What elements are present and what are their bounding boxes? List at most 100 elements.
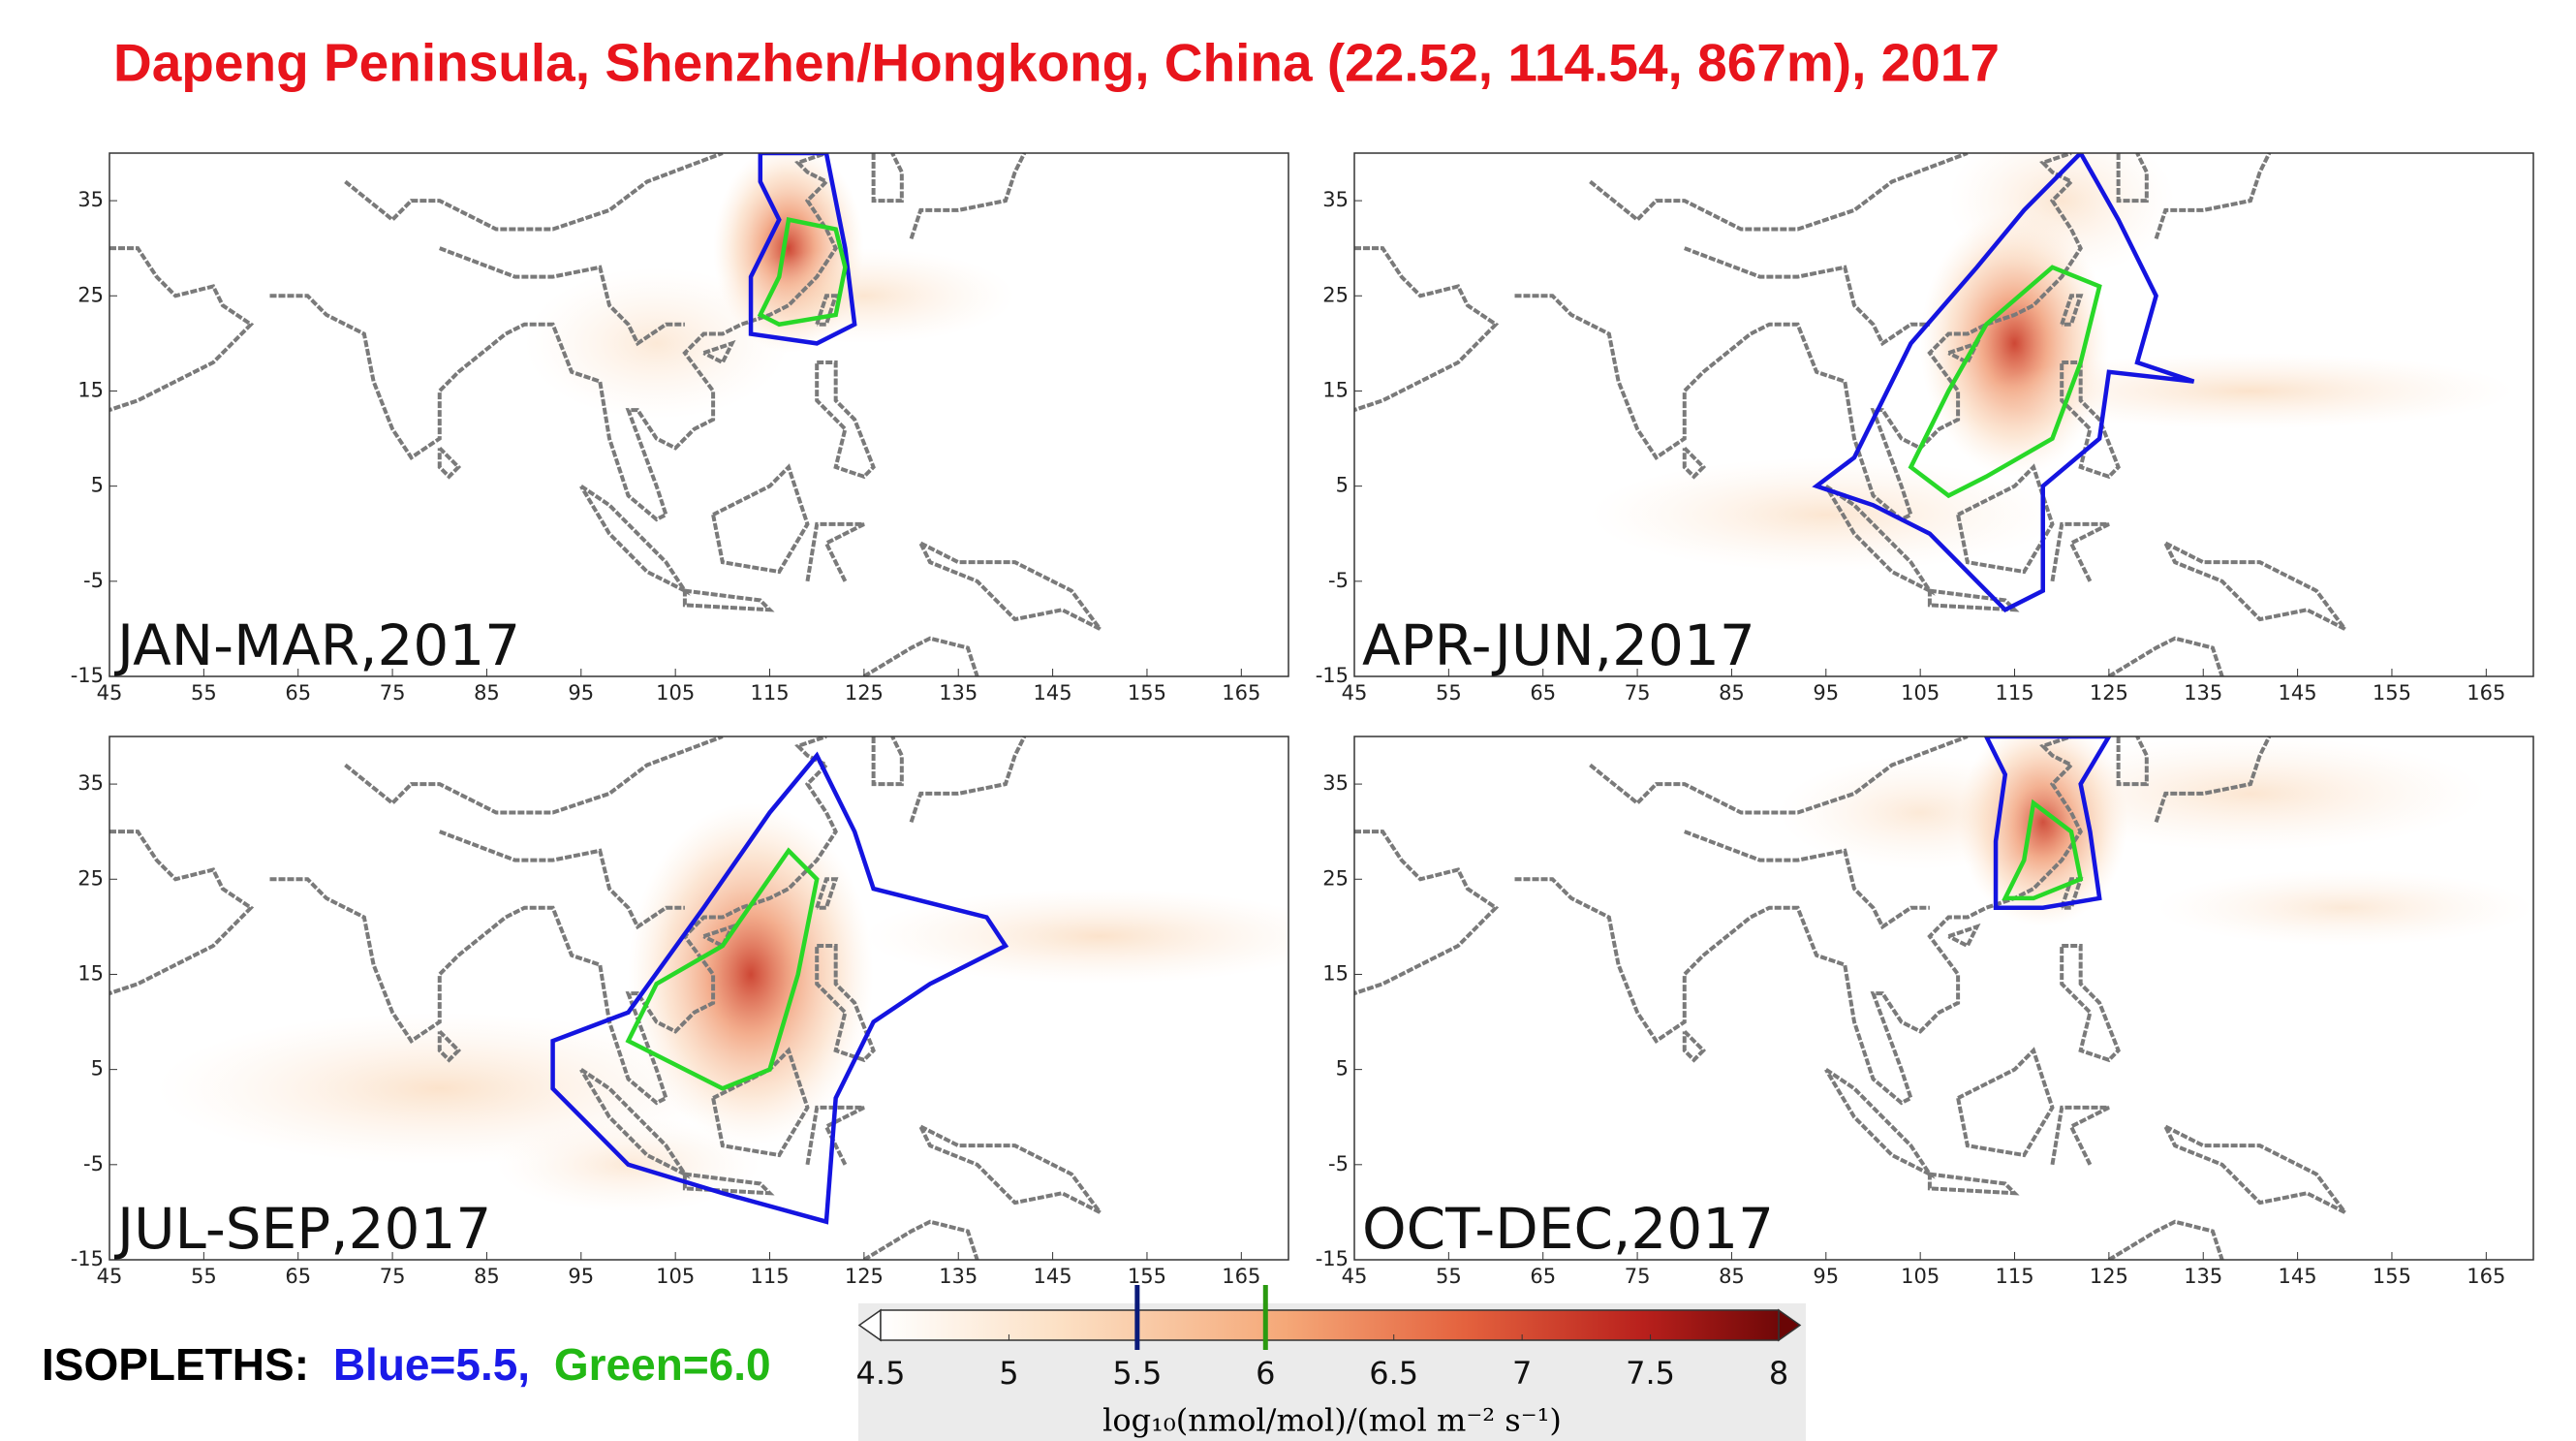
coastline <box>702 339 736 365</box>
colorbar-tick-label: 4.5 <box>856 1355 906 1392</box>
coastline <box>2060 944 2121 1063</box>
panel-label: JAN-MAR,2017 <box>114 612 520 678</box>
coastline <box>1354 830 1500 995</box>
coastline <box>437 1029 462 1063</box>
y-tick-label: 25 <box>78 283 104 306</box>
x-tick-label: 65 <box>285 681 311 705</box>
x-tick-label: 55 <box>1436 681 1462 705</box>
coastline <box>1514 736 2083 1106</box>
coastline <box>1682 446 1707 480</box>
coastline <box>269 736 838 1106</box>
y-tick-label: -5 <box>1328 569 1349 592</box>
panel-frame <box>109 736 1289 1261</box>
x-tick-label: 95 <box>568 1265 594 1288</box>
map-content <box>109 736 1288 1260</box>
x-tick-label: 145 <box>1034 681 1072 705</box>
coastline <box>109 830 255 995</box>
isopleths-prefix: ISOPLETHS: <box>42 1339 309 1390</box>
coastline <box>815 944 876 1063</box>
plume <box>1590 457 2063 572</box>
y-tick-label: 25 <box>78 866 104 890</box>
x-tick-label: 95 <box>1813 1265 1839 1288</box>
x-tick-label: 145 <box>2279 1265 2317 1288</box>
y-tick-label: 35 <box>1322 771 1349 795</box>
x-tick-label: 105 <box>656 1265 695 1288</box>
panel-frame <box>1353 736 2534 1261</box>
coastline <box>2060 360 2121 480</box>
isopleth-blue-contour <box>1983 736 2112 910</box>
y-tick-label: -15 <box>71 1247 104 1270</box>
coastline <box>862 1219 979 1260</box>
coastline <box>1682 1029 1707 1063</box>
y-tick-label: 15 <box>78 378 104 401</box>
coastline <box>1354 246 1500 412</box>
y-tick-label: -15 <box>1316 1247 1349 1270</box>
plume <box>2156 869 2533 947</box>
y-tick-label: -15 <box>1316 664 1349 687</box>
x-tick-label: 155 <box>1128 1265 1166 1288</box>
x-tick-label: 145 <box>1034 1265 1072 1288</box>
colorbar-tick-label: 7 <box>1512 1355 1532 1392</box>
coastline <box>815 360 876 480</box>
isopleth-blue: Blue=5.5, <box>333 1339 530 1390</box>
plume <box>713 248 1015 344</box>
x-tick-label: 75 <box>1625 1265 1651 1288</box>
coastline <box>871 736 904 787</box>
coastline <box>2107 636 2224 676</box>
coastline <box>439 246 685 347</box>
title: Dapeng Peninsula, Shenzhen/Hongkong, Chi… <box>113 33 2000 93</box>
colorbar-label: log₁₀(nmol/mol)/(mol m⁻² s⁻¹) <box>1102 1402 1562 1439</box>
coastline <box>344 153 724 232</box>
x-tick-label: 165 <box>2467 1265 2505 1288</box>
x-tick-label: 65 <box>285 1265 311 1288</box>
colorbar-tick-label: 6.5 <box>1369 1355 1418 1392</box>
coastline <box>437 446 462 480</box>
coastline <box>1589 153 1969 232</box>
x-tick-label: 115 <box>1995 681 2033 705</box>
isopleth-green: Green=6.0 <box>554 1339 771 1390</box>
coastline <box>1589 736 1969 815</box>
coastline <box>918 1124 1102 1214</box>
coastline <box>1927 588 2020 612</box>
x-tick-label: 135 <box>939 681 978 705</box>
coastline <box>1927 1172 2020 1196</box>
coastline <box>1947 923 1981 949</box>
coastline <box>2116 153 2149 204</box>
x-tick-label: 85 <box>1719 681 1745 705</box>
coastline <box>439 830 685 930</box>
y-tick-label: 15 <box>1322 961 1349 985</box>
x-tick-label: 135 <box>939 1265 978 1288</box>
plume <box>2014 736 2487 851</box>
coastline <box>815 294 839 327</box>
coastline <box>109 246 255 412</box>
y-tick-label: 35 <box>78 771 104 795</box>
x-tick-label: 145 <box>2279 681 2317 705</box>
map-panel: 45 55 65 75 85 95 105 115 125 135 145 155 165 -15 -5 5 1… <box>1316 736 2534 1288</box>
y-tick-label: -5 <box>83 569 104 592</box>
map-content <box>1354 736 2533 1260</box>
coastline <box>2050 521 2110 582</box>
x-tick-label: 115 <box>750 1265 789 1288</box>
y-tick-label: 5 <box>91 1057 104 1081</box>
x-tick-label: 45 <box>1342 681 1368 705</box>
coastline <box>2060 294 2084 327</box>
coastline <box>1684 830 1930 930</box>
x-tick-label: 55 <box>1436 1265 1462 1288</box>
y-tick-label: 5 <box>91 474 104 497</box>
x-tick-label: 155 <box>2373 681 2411 705</box>
coastline <box>2050 1105 2110 1166</box>
x-tick-label: 45 <box>97 1265 123 1288</box>
x-tick-label: 135 <box>2184 1265 2222 1288</box>
x-tick-label: 115 <box>750 681 789 705</box>
panel-label: OCT-DEC,2017 <box>1362 1196 1774 1262</box>
x-tick-label: 155 <box>1128 681 1166 705</box>
isopleth-blue-contour <box>550 751 1009 1225</box>
x-tick-label: 125 <box>845 1265 884 1288</box>
x-tick-label: 85 <box>474 1265 500 1288</box>
coastline <box>909 153 1027 239</box>
coastline <box>2154 736 2272 823</box>
y-tick-label: 15 <box>1322 378 1349 401</box>
isopleth-green-contour <box>625 847 820 1091</box>
